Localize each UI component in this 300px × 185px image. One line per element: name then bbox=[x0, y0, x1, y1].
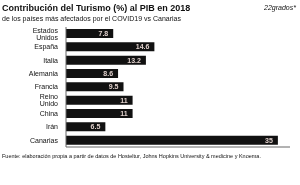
html-text:de los países más afectados po: de los países más afectados por el COVID… bbox=[2, 15, 181, 22]
svg-text:6.5: 6.5 bbox=[91, 123, 101, 130]
html-text:Contribución del Turismo (%) a: Contribución del Turismo (%) al PIB en 2… bbox=[2, 3, 191, 13]
svg-text:Francia: Francia bbox=[35, 83, 58, 90]
svg-text:EstadosUnidos: EstadosUnidos bbox=[33, 27, 59, 41]
svg-text:Italia: Italia bbox=[43, 57, 58, 64]
html-text:Fuente: elaboración propia a p: Fuente: elaboración propia a partir de d… bbox=[2, 153, 261, 159]
svg-text:Irán: Irán bbox=[46, 123, 58, 130]
svg-text:Alemania: Alemania bbox=[29, 70, 58, 77]
svg-text:7.8: 7.8 bbox=[98, 30, 108, 37]
svg-text:9.5: 9.5 bbox=[109, 83, 119, 90]
svg-text:11: 11 bbox=[120, 97, 128, 104]
svg-text:14.6: 14.6 bbox=[136, 43, 150, 50]
svg-text:11: 11 bbox=[120, 110, 128, 117]
svg-text:8.6: 8.6 bbox=[103, 70, 113, 77]
svg-text:China: China bbox=[40, 110, 58, 117]
html-text:22grados*: 22grados* bbox=[264, 4, 296, 11]
svg-text:España: España bbox=[34, 43, 58, 51]
svg-text:Canarias: Canarias bbox=[30, 137, 59, 144]
svg-text:35: 35 bbox=[265, 137, 273, 144]
svg-text:13.2: 13.2 bbox=[127, 57, 141, 64]
svg-text:ReinoUnido: ReinoUnido bbox=[40, 93, 58, 107]
